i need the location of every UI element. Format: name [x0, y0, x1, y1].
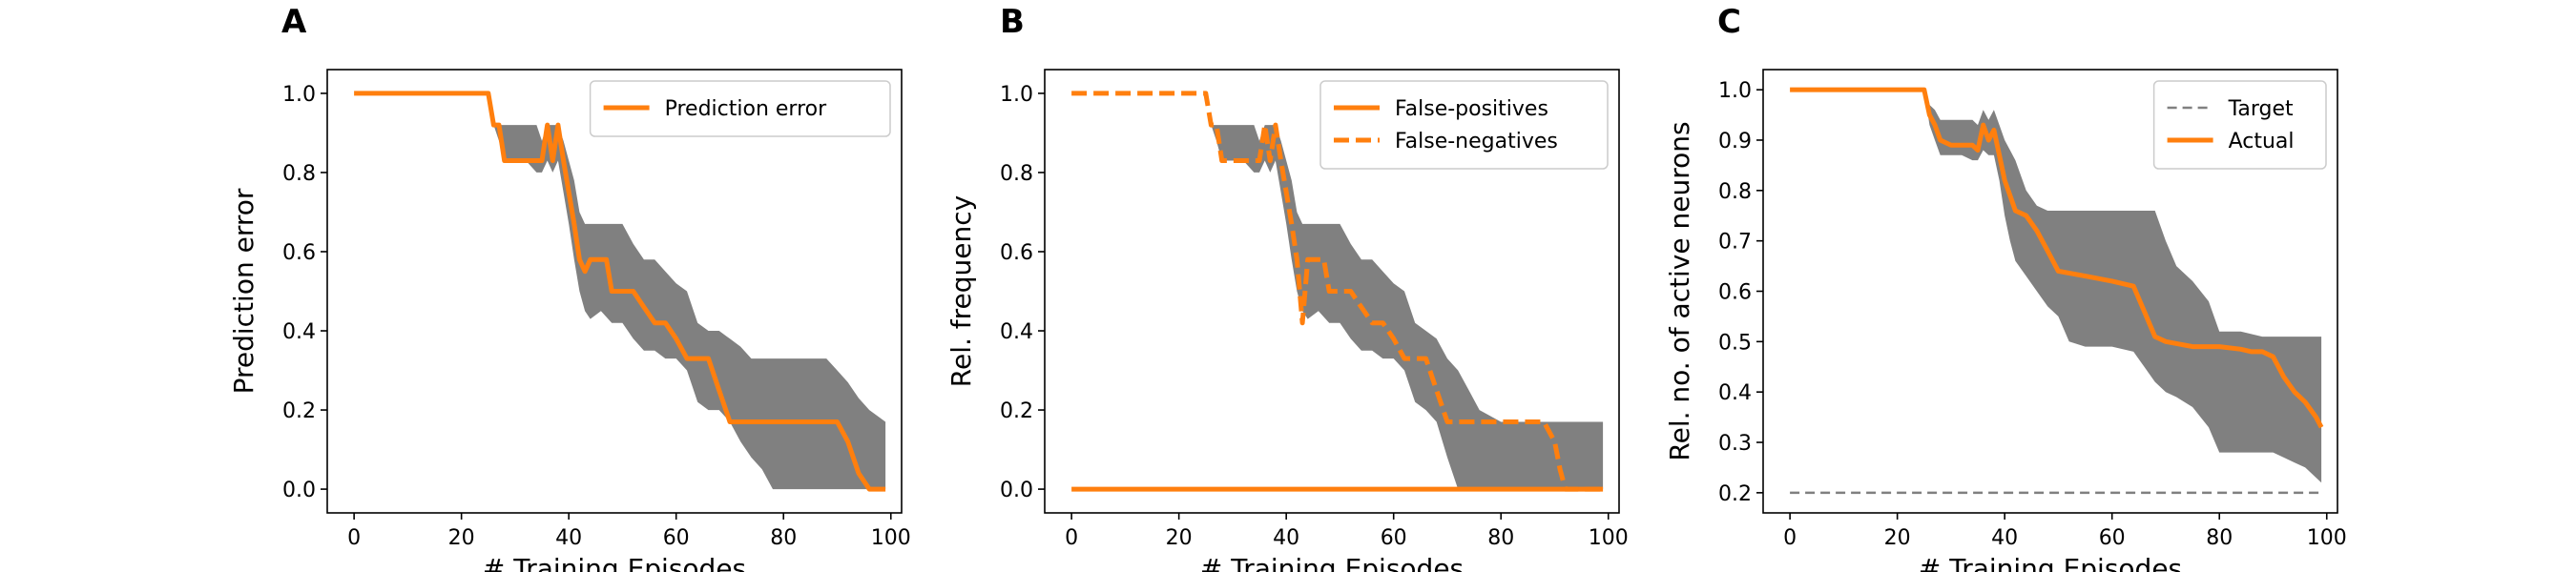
y-tick-label: 0.4 [282, 320, 316, 344]
confidence-band [1790, 90, 2322, 483]
y-tick-label: 0.0 [282, 479, 316, 502]
panel-label: C [1717, 3, 1741, 41]
y-tick-label: 0.8 [1000, 162, 1033, 186]
legend-box [589, 80, 891, 137]
x-tick-label: 100 [1589, 526, 1629, 550]
y-tick-label: 0.2 [1000, 399, 1033, 423]
legend-label: Prediction error [665, 97, 827, 121]
x-tick-label: 60 [663, 526, 690, 550]
x-tick-label: 80 [1487, 526, 1514, 550]
x-tick-label: 20 [1884, 526, 1911, 550]
panel-b: B 0 20 40 60 80 100 0.0 0.2 0.4 0.6 0.8 1.0 # Trainin… [945, 3, 1629, 572]
y-tick-label: 0.5 [1718, 331, 1752, 355]
y-tick-label: 0.9 [1718, 130, 1752, 153]
x-tick-label: 0 [347, 526, 361, 550]
x-tick-label: 100 [871, 526, 911, 550]
x-tick-label: 40 [1991, 526, 2018, 550]
legend: Target Actual [2152, 80, 2327, 170]
legend-box [2152, 80, 2327, 170]
y-tick-label: 0.6 [1000, 241, 1033, 265]
panel-label: A [281, 3, 307, 41]
legend-box [1319, 80, 1609, 170]
y-tick-label: 1.0 [282, 83, 316, 107]
legend-label: False-positives [1395, 97, 1548, 121]
x-axis-label: # Training Episodes [1919, 553, 2182, 572]
y-tick-label: 0.2 [1718, 482, 1752, 506]
x-tick-label: 80 [770, 526, 797, 550]
x-axis-label: # Training Episodes [1200, 553, 1464, 572]
y-tick-label: 1.0 [1000, 83, 1033, 107]
x-tick-label: 0 [1065, 526, 1078, 550]
y-axis-label: Rel. no. of active neurons [1664, 121, 1695, 460]
y-axis-label: Prediction error [228, 188, 260, 394]
x-tick-label: 60 [2099, 526, 2126, 550]
x-tick-label: 80 [2206, 526, 2233, 550]
y-tick-label: 0.6 [282, 241, 316, 265]
y-tick-label: 0.4 [1718, 381, 1752, 405]
y-tick-label: 0.4 [1000, 320, 1033, 344]
x-axis-label: # Training Episodes [483, 553, 746, 572]
legend: False-positives False-negatives [1319, 80, 1609, 170]
y-tick-label: 0.8 [282, 162, 316, 186]
y-axis-label: Rel. frequency [945, 195, 977, 387]
legend-label: Actual [2229, 130, 2295, 153]
x-tick-label: 40 [555, 526, 582, 550]
axes-frame [1044, 69, 1620, 514]
series-line-false-negatives [1071, 91, 1604, 492]
legend-label: Target [2228, 97, 2294, 121]
series-line-actual [1790, 87, 2324, 429]
y-tick-label: 0.3 [1718, 432, 1752, 456]
legend-label: False-negatives [1395, 130, 1558, 153]
y-tick-label: 1.0 [1718, 79, 1752, 103]
x-tick-label: 0 [1783, 526, 1797, 550]
x-tick-label: 20 [448, 526, 475, 550]
axes-frame [326, 69, 903, 514]
y-tick-label: 0.7 [1718, 231, 1752, 255]
x-tick-label: 40 [1273, 526, 1299, 550]
panel-c: C 0 20 40 60 80 100 0.2 0.3 0.4 0.5 0.6 0.7 0.8 0.9 1.0… [1664, 3, 2347, 572]
y-tick-label: 0.8 [1718, 180, 1752, 204]
x-tick-label: 20 [1166, 526, 1193, 550]
x-tick-label: 100 [2307, 526, 2347, 550]
panel-label: B [1000, 3, 1025, 41]
y-tick-label: 0.0 [1000, 479, 1033, 502]
panel-a: A 0 20 40 60 80 100 0.0 0.2 0.4 0.6 0.8 1.0 # Trainin… [228, 3, 911, 572]
x-tick-label: 60 [1381, 526, 1407, 550]
y-tick-label: 0.6 [1718, 281, 1752, 305]
y-tick-label: 0.2 [282, 399, 316, 423]
series-line-prediction-error [354, 91, 886, 492]
legend: Prediction error [589, 80, 891, 137]
